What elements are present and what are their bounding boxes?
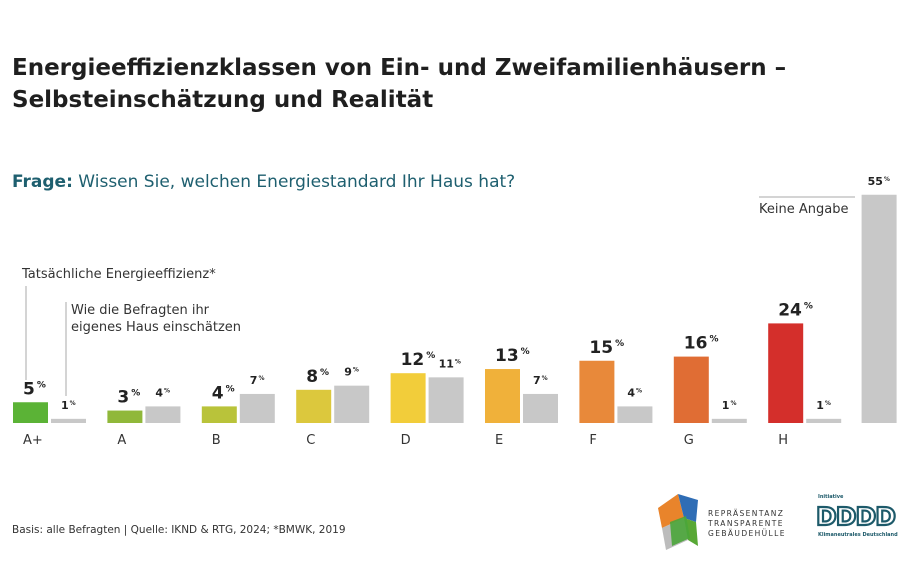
chart-annotations: Tatsächliche Energieeffizienz* Wie die B… [21,196,855,396]
bar-self-G [711,418,747,423]
value-label-actual-A: 3% [117,388,140,408]
value-label-self-H: 1% [816,399,831,412]
category-label-E: E [495,433,503,448]
initiative-mark: DDDD [816,502,895,531]
bar-actual-C [296,389,332,423]
category-labels: A+ A B C D E F G H [23,433,788,448]
question-label: Frage: [12,172,73,192]
bar-actual-A [107,410,143,423]
question: Frage: Wissen Sie, welchen Energiestanda… [12,172,515,192]
logo-line-2: TRANSPARENTE [707,519,784,528]
bar-self-B [239,393,275,423]
bar-self-F [617,406,653,423]
value-label-actual-H: 24% [778,300,813,320]
bar-actual-E [485,369,520,423]
value-label-actual-C: 8% [306,367,329,387]
category-label-C: C [306,433,315,448]
chart-title: Energieeffizienzklassen von Ein- und Zwe… [12,52,892,116]
category-label-A+: A+ [23,433,43,448]
bar-actual-H [768,323,804,423]
value-label-actual-E: 13% [495,346,530,366]
question-text: Wissen Sie, welchen Energiestandard Ihr … [78,172,516,192]
value-label-self-C: 9% [344,366,359,379]
value-label-self-A: 4% [155,386,170,399]
bars-group: 5 %1% 3% 4% 4 %7% 8% 9% 12 %11% 13 %7%15 %4%16 %1%24%… [13,175,897,423]
annotation-self-line-2: eigenes Haus einschätzen [71,320,241,335]
value-label-actual-F: 15% [589,338,624,358]
bar-self-A+ [51,418,86,423]
value-label-self-A+: 1% [61,399,76,412]
bar-self-D [428,377,464,423]
bar-actual-F [579,360,615,423]
bar-actual-A+ [13,402,48,423]
title-line-1: Energieeffizienzklassen von Ein- und Zwe… [12,55,787,81]
category-label-F: F [589,433,596,448]
category-label-D: D [401,433,411,448]
annotation-noanswer: Keine Angabe [759,202,848,217]
bar-actual-G [673,356,709,423]
value-label-self-B: 7% [250,374,265,387]
bar-self-E [523,393,558,423]
category-label-G: G [684,433,694,448]
bar-actual-D [390,373,426,423]
value-label-actual-B: 4% [212,383,235,403]
annotation-self-line-1: Wie die Befragten ihr [71,303,210,318]
annotation-actual: Tatsächliche Energieeffizienz* [21,267,216,282]
title-line-2: Selbsteinschätzung und Realität [12,87,434,113]
value-label-actual-D: 12% [401,350,436,370]
bar-self-A [145,406,181,423]
initiative-top: Initiative [818,494,844,500]
value-label-no-answer: 55% [868,175,890,188]
logo-line-3: GEBÄUDEHÜLLE [708,529,786,538]
logo-line-1: REPRÄSENTANZ [708,509,784,518]
initiative-logo: Initiative DDDD Klimaneutrales Deutschla… [815,494,898,538]
value-label-self-D: 11% [439,357,461,370]
source-note: Basis: alle Befragten | Quelle: IKND & R… [12,524,346,536]
category-label-B: B [212,433,221,448]
bar-actual-B [201,406,237,423]
bar-self-C [334,385,370,423]
value-label-actual-G: 16% [684,334,719,354]
bar-no-answer [861,194,897,423]
repraesentanz-logo: REPRÄSENTANZ TRANSPARENTE GEBÄUDEHÜLLE [658,494,786,550]
value-label-self-G: 1% [722,399,737,412]
value-label-self-F: 4% [627,386,642,399]
category-label-H: H [778,433,788,448]
category-label-A: A [117,433,126,448]
value-label-self-E: 7% [533,374,548,387]
bar-self-H [806,418,842,423]
value-label-actual-A+: 5% [23,379,46,399]
initiative-bottom: Klimaneutrales Deutschland [818,532,898,538]
